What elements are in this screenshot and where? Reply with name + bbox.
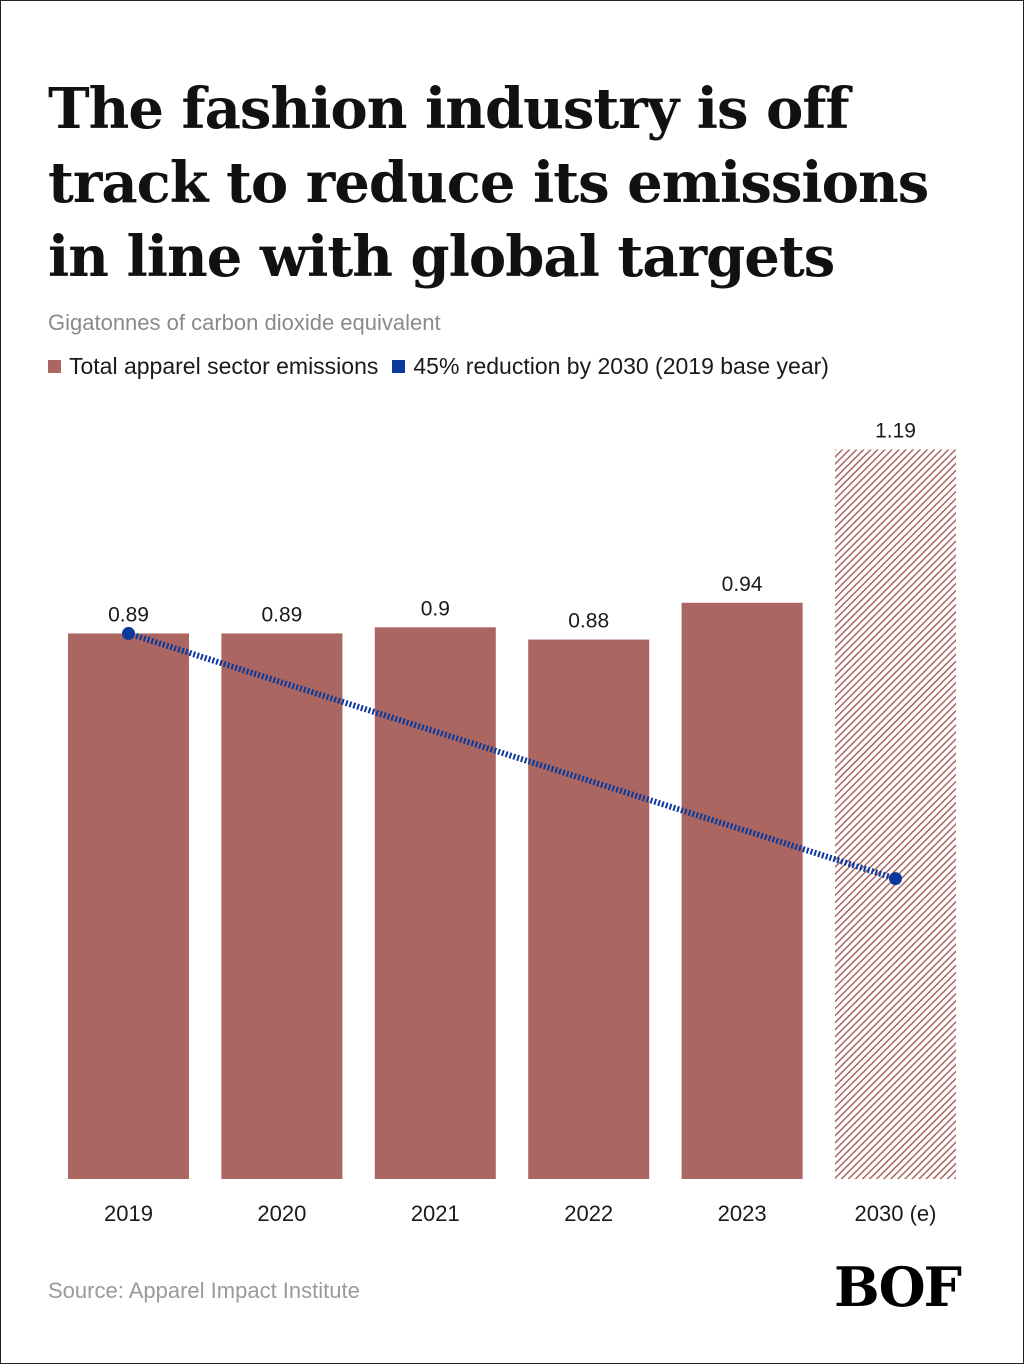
x-tick-label: 2030 (e) <box>855 1201 937 1226</box>
value-label: 1.19 <box>875 420 916 443</box>
bar-2030-e <box>835 449 956 1179</box>
x-tick-label: 2020 <box>257 1201 306 1226</box>
x-tick-label: 2019 <box>104 1201 153 1226</box>
value-label: 0.89 <box>108 603 149 626</box>
source-note: Source: Apparel Impact Institute <box>48 1278 360 1303</box>
reduction-start-point <box>122 626 135 640</box>
legend-swatch-emissions <box>48 360 61 373</box>
legend-swatch-reduction <box>392 360 406 373</box>
legend: Total apparel sector emissions 45% reduc… <box>48 353 843 380</box>
legend-item-reduction: 45% reduction by 2030 (2019 base year) <box>392 353 829 380</box>
legend-label-reduction: 45% reduction by 2030 (2019 base year) <box>413 353 829 379</box>
chart-title: The fashion industry is off track to red… <box>48 76 929 290</box>
legend-label-emissions: Total apparel sector emissions <box>69 353 379 379</box>
value-label: 0.94 <box>722 573 763 596</box>
bar-2021 <box>374 627 496 1179</box>
bar-2022 <box>528 639 650 1179</box>
legend-item-emissions: Total apparel sector emissions <box>48 353 378 380</box>
x-tick-label: 2021 <box>411 1201 460 1226</box>
value-label: 0.88 <box>568 610 609 633</box>
value-label: 0.9 <box>421 597 450 620</box>
bar-2023 <box>681 602 803 1179</box>
bar-2020 <box>221 633 343 1179</box>
x-tick-label: 2022 <box>564 1201 613 1226</box>
chart-subtitle: Gigatonnes of carbon dioxide equivalent <box>48 310 441 335</box>
reduction-end-point <box>889 872 902 886</box>
bof-logo: BOF <box>834 1255 962 1319</box>
value-label: 0.89 <box>261 603 302 626</box>
x-tick-label: 2023 <box>718 1201 767 1226</box>
bar-chart: 0.89 0.89 0.9 0.88 0.94 1.19 2019 2020 2021 2022… <box>68 420 956 1226</box>
bar-2019 <box>68 633 189 1179</box>
